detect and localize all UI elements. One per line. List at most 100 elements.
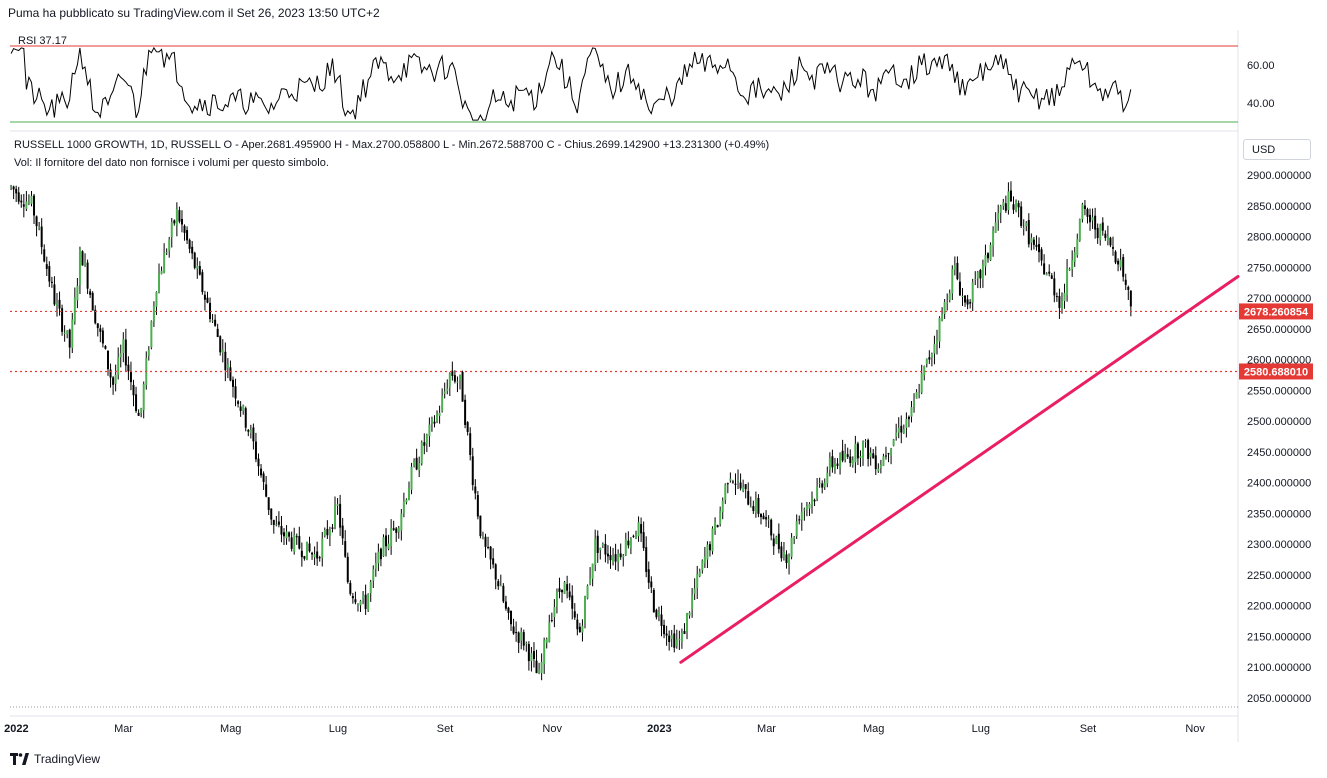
candle-body <box>1002 202 1005 207</box>
candle-body <box>55 302 58 306</box>
candle-body <box>492 558 495 565</box>
candle-body <box>104 346 107 349</box>
candle-body <box>1053 278 1056 296</box>
candle-body <box>147 349 150 356</box>
candle-body <box>10 186 13 188</box>
published-caption: Puma ha pubblicato su TradingView.com il… <box>8 6 380 20</box>
candle-body <box>719 510 722 525</box>
candle-body <box>515 632 518 634</box>
candle-body <box>71 319 74 348</box>
candle-body <box>22 204 25 207</box>
candle-body <box>1101 222 1104 231</box>
candle-body <box>68 329 71 348</box>
candle-body <box>708 544 711 551</box>
candle-body <box>1122 257 1125 277</box>
candle-body <box>481 536 484 538</box>
candle-body <box>987 253 990 259</box>
candle-body <box>777 533 780 550</box>
candle-body <box>420 442 423 464</box>
candle-body <box>752 506 755 511</box>
candle-body <box>331 527 334 529</box>
candle-body <box>323 530 326 536</box>
time-axis[interactable]: 2022 Mar Mag Lug Set Nov 2023 Mar Mag Lug Set Nov <box>4 723 1205 735</box>
candle-body <box>928 357 931 360</box>
price-tick-label: 2450.000000 <box>1247 447 1311 459</box>
candle-body <box>402 501 405 514</box>
candle-body <box>356 604 359 606</box>
candle-body <box>512 626 515 634</box>
candle-body <box>997 212 1000 220</box>
candle-body <box>813 499 816 502</box>
candle-body <box>854 443 857 463</box>
candle-body <box>316 551 319 559</box>
candle-body <box>525 643 528 645</box>
candle-body <box>254 441 257 460</box>
candle-body <box>193 252 196 268</box>
candle-body <box>798 519 801 521</box>
candle-body <box>846 454 849 457</box>
candle-body <box>895 432 898 437</box>
candle-body <box>974 279 977 281</box>
candle-body <box>696 574 699 589</box>
candle-body <box>1025 222 1028 227</box>
price-tick-label: 2050.000000 <box>1247 693 1311 705</box>
candle-body <box>647 569 650 583</box>
candle-body <box>270 508 273 520</box>
candle-body <box>58 299 61 309</box>
candle-body <box>1048 271 1051 274</box>
candle-body <box>882 456 885 466</box>
candle-body <box>788 556 791 565</box>
price-tick-label: 2900.000000 <box>1247 170 1311 182</box>
candle-body <box>237 401 240 404</box>
candle-body <box>191 246 194 254</box>
candle-body <box>617 553 620 563</box>
candle-body <box>374 562 377 569</box>
candle-body <box>930 353 933 358</box>
candle-body <box>433 421 436 424</box>
candle-body <box>869 452 872 457</box>
candle-body <box>265 484 268 497</box>
time-tick-label: Nov <box>1185 723 1205 735</box>
candle-body <box>25 201 28 209</box>
candle-body <box>1015 201 1018 212</box>
candle-body <box>714 522 717 531</box>
candle-body <box>239 406 242 411</box>
candle-body <box>61 308 64 332</box>
rsi-pane: 60.00 40.00 <box>10 45 1275 123</box>
trend-line[interactable] <box>679 275 1240 664</box>
candle-body <box>527 644 530 662</box>
candle-body <box>1124 279 1127 285</box>
candle-body <box>655 609 658 618</box>
candle-body <box>106 350 109 370</box>
candle-body <box>958 281 961 296</box>
candle-body <box>673 633 676 648</box>
price-tick-label: 2750.000000 <box>1247 262 1311 274</box>
candle-body <box>257 458 260 467</box>
candle-body <box>262 473 265 482</box>
candle-body <box>576 619 579 630</box>
candle-body <box>907 416 910 420</box>
candle-body <box>1096 227 1099 238</box>
trendline-layer[interactable] <box>679 275 1240 664</box>
price-tick-label: 2850.000000 <box>1247 201 1311 213</box>
candle-body <box>943 301 946 314</box>
candle-body <box>706 544 709 560</box>
candle-body <box>400 513 403 531</box>
candle-body <box>992 230 995 247</box>
candle-body <box>15 188 18 194</box>
price-axis[interactable]: 2900.000000 2850.000000 2800.000000 2750.00… <box>1247 170 1311 705</box>
candle-body <box>66 330 69 335</box>
candle-body <box>474 486 477 494</box>
currency-selector[interactable]: USD <box>1243 139 1311 160</box>
candle-body <box>739 482 742 489</box>
candle-body <box>359 600 362 606</box>
candle-body <box>981 264 984 280</box>
candle-body <box>563 582 566 594</box>
candle-body <box>920 373 923 393</box>
candle-body <box>349 582 352 594</box>
candle-body <box>877 468 880 472</box>
candle-body <box>872 453 875 459</box>
candle-body <box>410 466 413 490</box>
candle-body <box>660 614 663 626</box>
